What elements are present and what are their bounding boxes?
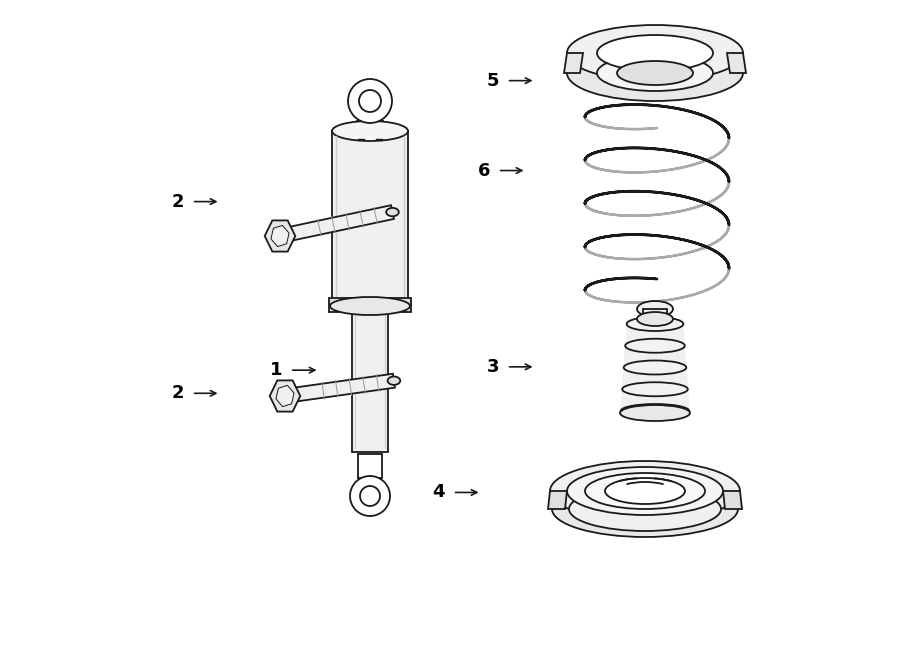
Polygon shape	[329, 298, 411, 312]
Polygon shape	[278, 206, 394, 243]
Ellipse shape	[585, 473, 705, 509]
Polygon shape	[332, 131, 408, 306]
Ellipse shape	[332, 121, 408, 141]
Polygon shape	[723, 491, 742, 509]
Ellipse shape	[621, 404, 689, 418]
Text: 6: 6	[478, 161, 490, 180]
Polygon shape	[276, 385, 294, 407]
Ellipse shape	[330, 297, 410, 315]
Ellipse shape	[567, 25, 743, 81]
Text: 5: 5	[486, 71, 499, 90]
Polygon shape	[352, 306, 388, 452]
Ellipse shape	[348, 79, 392, 123]
Polygon shape	[271, 225, 289, 247]
Polygon shape	[284, 373, 395, 403]
Polygon shape	[643, 309, 667, 319]
Ellipse shape	[624, 360, 687, 375]
Ellipse shape	[550, 461, 740, 521]
Ellipse shape	[552, 481, 738, 537]
Polygon shape	[265, 220, 295, 252]
Polygon shape	[270, 381, 301, 412]
Ellipse shape	[620, 405, 690, 421]
Polygon shape	[564, 53, 583, 73]
Ellipse shape	[597, 55, 713, 91]
Ellipse shape	[359, 90, 381, 112]
Polygon shape	[548, 491, 567, 509]
Polygon shape	[637, 475, 653, 493]
Text: 2: 2	[171, 192, 184, 211]
Polygon shape	[358, 454, 382, 478]
Ellipse shape	[386, 208, 399, 216]
Ellipse shape	[567, 467, 723, 515]
Ellipse shape	[617, 61, 693, 85]
Text: 2: 2	[171, 384, 184, 403]
Ellipse shape	[569, 487, 721, 531]
Ellipse shape	[626, 317, 683, 331]
Ellipse shape	[597, 35, 713, 71]
Ellipse shape	[350, 476, 390, 516]
Polygon shape	[620, 319, 690, 413]
Ellipse shape	[567, 45, 743, 101]
Text: 4: 4	[432, 483, 445, 502]
Ellipse shape	[388, 377, 400, 385]
Ellipse shape	[622, 382, 688, 396]
Polygon shape	[727, 53, 746, 73]
Ellipse shape	[637, 312, 673, 326]
Text: 3: 3	[486, 358, 499, 376]
Ellipse shape	[360, 486, 380, 506]
Ellipse shape	[626, 338, 685, 353]
Text: 1: 1	[270, 361, 282, 379]
Ellipse shape	[637, 301, 673, 317]
Polygon shape	[357, 121, 383, 131]
Ellipse shape	[605, 478, 685, 504]
